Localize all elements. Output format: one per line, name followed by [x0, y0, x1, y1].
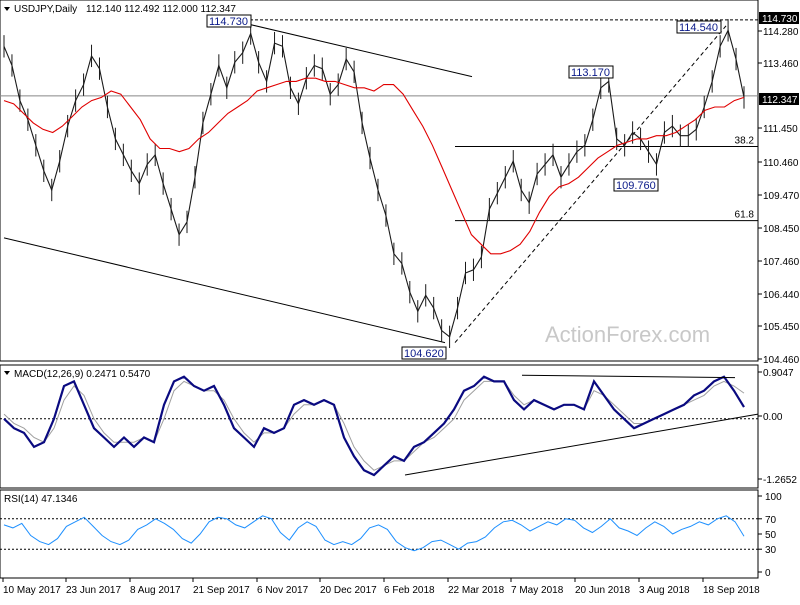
macd-title: MACD(12,26,9) 0.2471 0.5470	[14, 369, 151, 380]
price-tick-label-10: 105.450	[763, 322, 800, 333]
price-line	[3, 28, 745, 338]
macd-series-group	[0, 374, 759, 477]
top-level-tag	[759, 12, 799, 24]
rsi-tick-label-4: 0	[765, 568, 771, 579]
price-series-group	[3, 19, 745, 349]
fib-label-1: 61.8	[735, 210, 755, 221]
macd-support-trendline	[404, 413, 759, 476]
x-tick-label-2: 8 Aug 2017	[130, 585, 181, 596]
x-tick-label-6: 6 Feb 2018	[384, 585, 435, 596]
x-tick-label-0: 10 May 2017	[3, 585, 61, 596]
macd-dropdown-icon[interactable]	[4, 371, 10, 375]
x-tick-label-8: 7 May 2018	[511, 585, 564, 596]
top-level-tag-label: 114.730	[762, 14, 798, 25]
price-tick-label-6: 109.470	[763, 191, 800, 202]
rsi-panel-frame	[0, 489, 759, 579]
price-reference-lines: 38.2 61.8	[0, 19, 758, 344]
rsi-title: RSI(14) 47.1346	[4, 494, 78, 505]
x-axis: 10 May 2017 23 Jun 2017 8 Aug 2017 21 Sep 2…	[2, 578, 760, 596]
x-tick-label-1: 23 Jun 2017	[66, 585, 121, 596]
price-callouts: 114.730 113.170 109.760 104.620 114.540	[206, 14, 722, 360]
callout-label-0: 114.730	[209, 16, 248, 28]
price-panel-header: USDJPY,Daily 112.140 112.492 112.000 112…	[4, 4, 236, 15]
callout-box-3	[401, 346, 447, 360]
price-tick-label-9: 106.440	[763, 290, 800, 301]
macd-tick-label-0: 0.9047	[763, 368, 794, 379]
channel-lower-line	[3, 237, 446, 344]
price-axis: 114.730 114.280 113.460 112.347 111.450 110.4…	[758, 12, 800, 366]
callout-label-4: 114.540	[679, 22, 718, 34]
channel-upper-line	[229, 19, 473, 78]
callout-label-2: 109.760	[616, 180, 656, 192]
price-tick-label-1: 114.280	[763, 27, 799, 38]
x-tick-label-5: 20 Dec 2017	[320, 585, 377, 596]
symbol-title: USDJPY,Daily	[14, 4, 77, 15]
callout-box-0	[206, 14, 252, 28]
ohlc-header: 112.140 112.492 112.000 112.347	[86, 4, 236, 15]
dropdown-triangle-icon[interactable]	[4, 7, 10, 11]
rsi-tick-label-3: 30	[765, 545, 777, 556]
price-tick-label-8: 107.460	[763, 257, 800, 268]
rsi-tick-label-2: 50	[765, 530, 777, 541]
current-price-tag-label: 112.347	[762, 95, 798, 106]
x-tick-label-9: 20 Jun 2018	[575, 585, 630, 596]
callout-box-1	[568, 65, 614, 79]
watermark: ActionForex.com	[545, 322, 710, 347]
price-tick-label-5: 110.460	[763, 158, 799, 169]
x-tick-label-4: 6 Nov 2017	[257, 585, 309, 596]
callout-box-4	[676, 20, 722, 34]
macd-line	[3, 375, 745, 477]
rsi-axis: 100 70 50 30 0	[758, 492, 782, 579]
x-tick-label-11: 18 Sep 2018	[703, 585, 760, 596]
macd-signal-line	[3, 380, 745, 471]
price-tick-label-4: 111.450	[763, 124, 798, 135]
rsi-tick-label-1: 70	[765, 515, 777, 526]
rsi-tick-label-0: 100	[765, 492, 782, 503]
current-price-tag	[759, 93, 799, 105]
fib-label-0: 38.2	[735, 136, 755, 147]
rsi-line	[3, 515, 745, 552]
x-tick-label-3: 21 Sep 2017	[193, 585, 250, 596]
moving-average-line	[3, 77, 745, 255]
macd-tick-label-1: 0.00	[763, 412, 783, 423]
macd-tick-label-2: -1.2652	[763, 475, 797, 486]
price-tick-label-2: 113.460	[763, 59, 799, 70]
macd-axis: 0.9047 0.00 -1.2652	[758, 368, 797, 486]
callout-label-3: 104.620	[404, 348, 444, 360]
price-tick-label-7: 108.450	[763, 224, 800, 235]
macd-resistance-trendline	[521, 374, 736, 379]
x-tick-label-10: 3 Aug 2018	[639, 585, 690, 596]
x-tick-label-7: 22 Mar 2018	[448, 585, 505, 596]
callout-label-1: 113.170	[571, 67, 610, 79]
rsi-series-group	[0, 515, 758, 552]
callout-box-2	[613, 178, 659, 192]
price-tick-label-11: 104.460	[763, 355, 800, 366]
